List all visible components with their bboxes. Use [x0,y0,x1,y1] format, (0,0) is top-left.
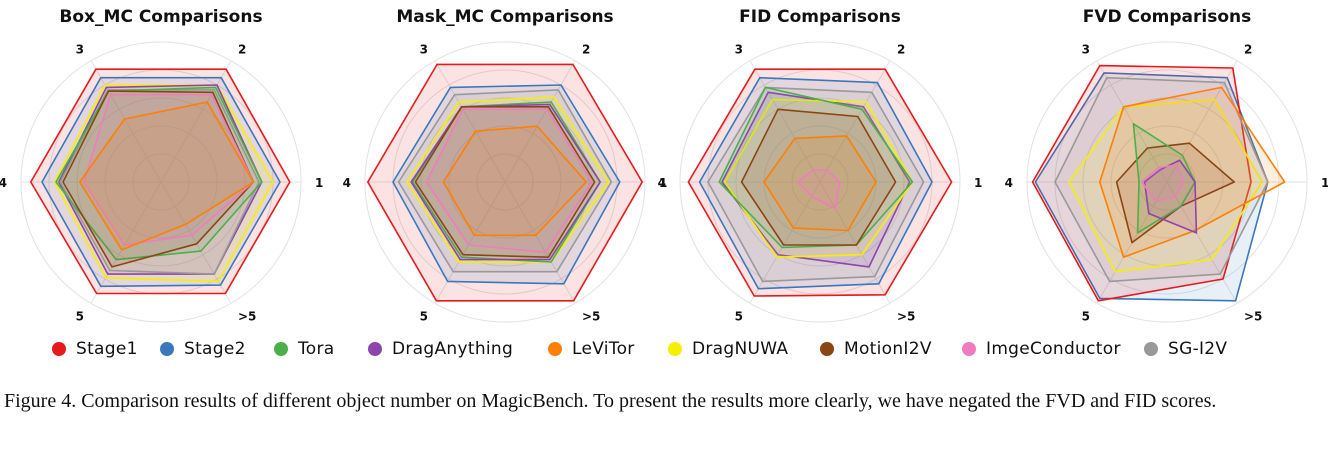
axis-label: 3 [735,43,743,57]
axis-label: >5 [582,309,600,323]
legend-label: DragAnything [392,339,514,359]
axis-label: 2 [582,43,590,57]
grid-spoke [160,60,232,183]
legend-dot [820,342,834,356]
legend-item-tora: Tora [274,336,335,362]
radar-chart-mask-mc-comparisons: Mask_MC Comparisons 1 2 3 4 5 >5 [343,7,668,323]
axis-label: 4 [0,176,7,190]
grid-spoke [819,60,891,183]
series-sg-i2v [59,89,260,275]
legend-item-draganything: DragAnything [368,336,513,362]
axis-label: 1 [974,176,982,190]
legend-label: Stage1 [76,339,138,359]
series-levitor [79,101,255,251]
legend-label: ImgeConductor [986,339,1121,359]
legend-item-dragnuwa: DragNUWA [668,336,788,362]
grid-spoke [160,181,232,304]
legend: Stage1 Stage2 Tora DragAnything LeViTor … [0,332,1328,366]
series-motioni2v [740,108,897,246]
axis-label: 2 [1244,43,1252,57]
grid-spoke [434,181,506,304]
legend-dot [1144,342,1158,356]
axis-label: 5 [420,309,428,323]
grid-spoke [1166,181,1238,304]
grid-spoke [90,181,162,304]
legend-label: SG-I2V [1168,339,1228,359]
series-levitor [1099,86,1286,259]
series-imgeconductor [83,93,255,246]
legend-label: Tora [298,339,335,359]
legend-item-sg-i2v: SG-I2V [1144,336,1227,362]
chart-title: Box_MC Comparisons [59,7,262,27]
legend-label: LeViTor [572,339,635,359]
legend-dot [160,342,174,356]
grid-spoke [504,60,576,183]
series-levitor [442,125,588,237]
grid-spoke [434,60,506,183]
series-stage1 [687,68,953,297]
axis-label: >5 [1244,309,1262,323]
legend-item-stage2: Stage2 [160,336,246,362]
legend-dot [668,342,682,356]
axis-label: 5 [735,309,743,323]
chart-title: FID Comparisons [739,7,901,27]
legend-label: Stage2 [184,339,246,359]
axis-label: 5 [1082,309,1090,323]
legend-item-imgeconductor: ImgeConductor [962,336,1121,362]
axis-label: 2 [238,43,246,57]
series-sg-i2v [397,89,613,273]
legend-item-stage1: Stage1 [52,336,138,362]
series-tora [1132,123,1196,234]
series-tora [411,101,602,263]
series-levitor [763,135,877,232]
series-dragnuwa [723,98,914,259]
radar-chart-box-mc-comparisons: Box_MC Comparisons 1 2 3 4 5 >5 [0,7,323,323]
series-imgeconductor [425,108,593,254]
axis-label: >5 [238,309,256,323]
series-draganything [1143,159,1198,234]
legend-dot [548,342,562,356]
axis-label: 3 [420,43,428,57]
series-stage2 [41,76,281,288]
legend-item-levitor: LeViTor [548,336,635,362]
chart-title: Mask_MC Comparisons [396,7,613,27]
legend-item-motioni2v: MotionI2V [820,336,932,362]
axis-label: 4 [658,176,666,190]
legend-label: MotionI2V [844,339,932,359]
radar-chart-fvd-comparisons: FVD Comparisons 1 2 3 4 5 >5 [1005,7,1328,323]
legend-dot [368,342,382,356]
axis-label: 1 [1321,176,1328,190]
series-stage2 [1034,72,1269,302]
legend-dot [52,342,66,356]
grid-spoke [749,181,821,304]
axis-label: 3 [76,43,84,57]
axis-label: 4 [343,176,351,190]
series-stage2 [698,76,933,290]
axis-label: 2 [897,43,905,57]
axis-label: 1 [659,176,667,190]
axis-label: 3 [1082,43,1090,57]
series-imgeconductor [1141,164,1185,203]
chart-title: FVD Comparisons [1083,7,1252,27]
grid-spoke [90,60,162,183]
radar-chart-fid-comparisons: FID Comparisons 1 2 3 4 5 >5 [658,7,983,323]
axis-label: >5 [897,309,915,323]
legend-label: DragNUWA [692,339,789,359]
legend-dot [962,342,976,356]
axis-label: 1 [315,176,323,190]
grid-spoke [1096,60,1168,183]
legend-dot [274,342,288,356]
series-dragnuwa [1068,98,1263,273]
grid-spoke [1166,60,1238,183]
figure-caption: Figure 4. Comparison results of differen… [4,390,1217,412]
series-tora [55,86,263,261]
axis-label: 5 [76,309,84,323]
axis-label: 4 [1005,176,1013,190]
series-imgeconductor [796,169,841,210]
grid-spoke [749,60,821,183]
